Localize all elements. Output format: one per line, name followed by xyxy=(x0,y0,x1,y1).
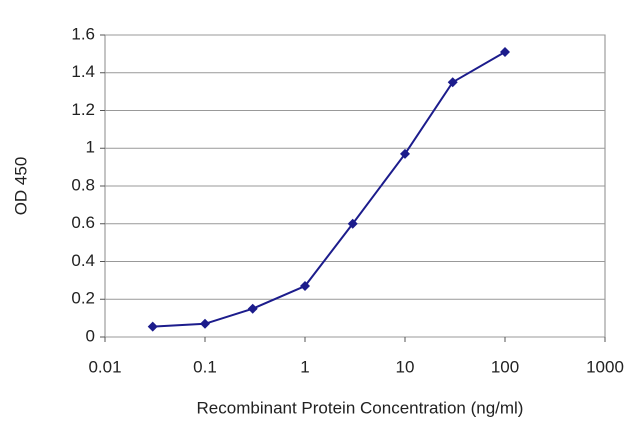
y-tick-label: 1.4 xyxy=(71,62,95,81)
x-tick-label: 100 xyxy=(491,357,519,376)
data-point xyxy=(300,281,310,292)
data-point xyxy=(347,218,358,229)
data-point xyxy=(400,148,410,159)
y-tick-label: 0.2 xyxy=(71,289,95,308)
x-tick-label: 10 xyxy=(396,357,415,376)
y-tick-label: 0.4 xyxy=(71,251,95,270)
x-tick-label: 0.01 xyxy=(88,357,121,376)
y-tick-label: 1.6 xyxy=(71,24,95,43)
y-tick-label: 0.6 xyxy=(71,213,95,232)
data-line xyxy=(152,51,506,328)
y-tick-label: 1 xyxy=(86,138,95,157)
x-tick-label: 1 xyxy=(300,357,309,376)
y-tick-label: 1.2 xyxy=(71,100,95,119)
data-point xyxy=(447,77,458,88)
data-point xyxy=(247,303,258,314)
data-point xyxy=(200,318,210,329)
y-axis-label: OD 450 xyxy=(11,157,30,216)
data-point xyxy=(147,321,158,332)
x-tick-label: 0.1 xyxy=(193,357,217,376)
data-point xyxy=(500,46,510,57)
y-tick-label: 0.8 xyxy=(71,175,95,194)
x-axis-label: Recombinant Protein Concentration (ng/ml… xyxy=(197,398,524,417)
y-tick-label: 0 xyxy=(86,326,95,345)
x-tick-label: 1000 xyxy=(586,357,624,376)
